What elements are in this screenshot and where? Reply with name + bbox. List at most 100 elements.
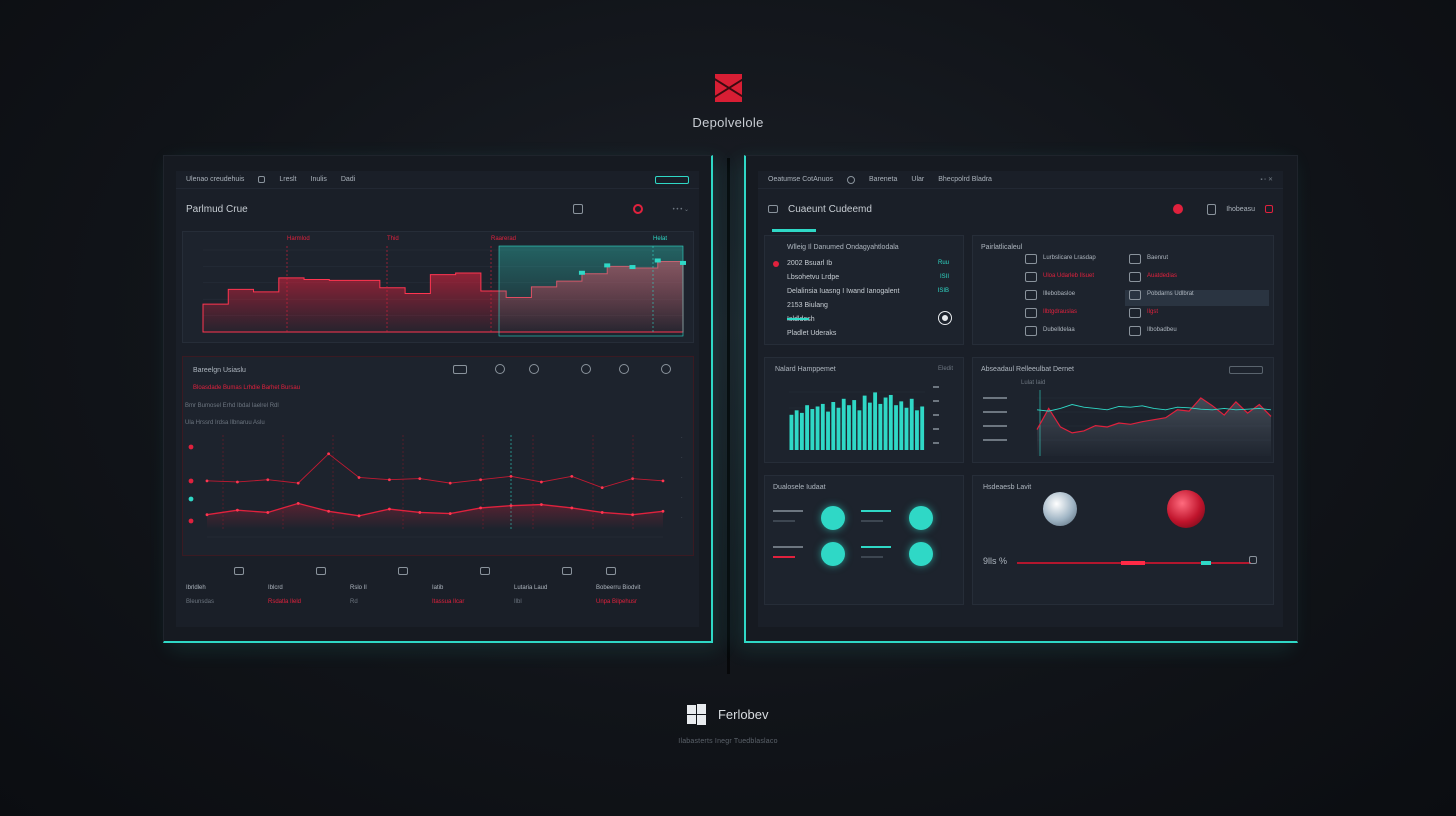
close-icon[interactable]	[1265, 205, 1273, 213]
refresh-icon[interactable]	[619, 364, 629, 374]
metric-circle[interactable]	[909, 542, 933, 566]
timer-icon[interactable]	[581, 364, 591, 374]
activity-icon[interactable]	[1025, 308, 1037, 318]
right-app-title: Oeatumse CotAnuos	[768, 176, 833, 183]
left-page-title: Parlmud Crue	[186, 203, 248, 215]
data-point	[296, 481, 300, 485]
stat-icon[interactable]	[398, 567, 408, 575]
stat-icon[interactable]	[606, 567, 616, 575]
activity-label: Dubelldelaa	[1043, 327, 1075, 333]
activity-icon[interactable]	[1025, 272, 1037, 282]
bar	[894, 405, 898, 450]
left-search-pill[interactable]	[655, 175, 689, 184]
window-controls-icon[interactable]: ▪ ▫ ✕	[1260, 177, 1273, 183]
highlight-region	[498, 245, 684, 337]
legend-tick	[933, 442, 939, 444]
home-icon[interactable]	[846, 175, 855, 184]
legend-tick	[933, 400, 939, 402]
metric-circle[interactable]	[821, 506, 845, 530]
metric-sub	[861, 556, 883, 558]
bar	[805, 405, 810, 450]
metrics-title: Dualosele Iudaat	[773, 484, 826, 491]
activity-icon[interactable]	[1025, 254, 1037, 264]
section2-subtitle: Bloasdade Bumas Lrhdie Barhet Bursau	[193, 385, 301, 391]
filter-icon[interactable]	[661, 364, 671, 374]
data-point	[327, 509, 330, 513]
data-point	[357, 514, 361, 518]
stat-item: Lutaria Laud Ilbl	[514, 563, 594, 623]
right-nav-item-2[interactable]: Ular	[911, 176, 925, 183]
activity-meta: Ilgst	[1147, 309, 1159, 315]
data-point	[327, 452, 330, 456]
bar	[915, 410, 919, 450]
activity-icon[interactable]	[1129, 254, 1141, 264]
record-icon[interactable]	[632, 204, 643, 214]
activity-icon[interactable]	[1025, 326, 1037, 336]
expand-icon[interactable]	[1249, 556, 1257, 564]
activity-meta: Pobdarns Udlbrat	[1147, 291, 1194, 297]
left-screen: Ulenao creudehuis Lreslt Inulis Dadi Par…	[176, 171, 699, 627]
toggle-icon[interactable]	[939, 312, 951, 324]
data-point	[418, 477, 422, 480]
clock-icon[interactable]	[495, 364, 505, 374]
bar	[867, 402, 872, 450]
bar	[841, 398, 846, 450]
right-screen: Oeatumse CotAnuos Bareneta Ular Bhecpolr…	[758, 171, 1283, 627]
left-nav-item-3[interactable]: Dadi	[340, 176, 356, 183]
bar	[909, 398, 914, 450]
left-area-chart-panel: Harmlod Thid Raarerad Helat	[182, 231, 694, 343]
stat-item: Iblcrd Rsdatla Ileld	[268, 563, 348, 623]
tick-label: ·	[681, 475, 683, 481]
right-topbar: Oeatumse CotAnuos Bareneta Ular Bhecpolr…	[758, 171, 1283, 189]
activity-icon[interactable]	[1129, 290, 1141, 300]
stat-icon[interactable]	[480, 567, 490, 575]
bar	[873, 392, 878, 450]
tick-label: ·	[681, 455, 683, 461]
left-nav-item-1[interactable]: Lreslt	[279, 176, 297, 183]
activity-icon[interactable]	[1129, 326, 1141, 336]
series-line-2	[1036, 404, 1272, 412]
activity-highlight	[1125, 290, 1269, 306]
activity-icon[interactable]	[1129, 272, 1141, 282]
left-app-title: Ulenao creudehuis	[186, 176, 245, 183]
grid-icon[interactable]	[258, 176, 266, 183]
metric-circle[interactable]	[909, 506, 933, 530]
list-icon[interactable]	[768, 205, 778, 213]
toggle-icon[interactable]	[453, 365, 467, 374]
legend-tick	[933, 386, 939, 388]
activity-icon[interactable]	[1129, 308, 1141, 318]
data-point	[266, 511, 270, 514]
y-tick	[983, 397, 1007, 399]
image-icon[interactable]	[572, 204, 583, 214]
list-item-label: Lbsohetvu Lrdpe	[787, 274, 840, 281]
stat-icon[interactable]	[316, 567, 326, 575]
stat-icon[interactable]	[234, 567, 244, 575]
list-item-label: Delalinsia Iuasng I Iwand Ianogalent	[787, 288, 900, 295]
left-area-chart	[202, 245, 686, 337]
right-line-chart-panel: Abseadaul Relleeulbat Dernet Lulat Iaid	[972, 357, 1274, 463]
data-point	[578, 270, 585, 275]
right-nav-item-1[interactable]: Bareneta	[868, 176, 898, 183]
list-item-label: Pladlet Uderaks	[787, 330, 837, 337]
left-line-chart: · · · · ·	[188, 435, 683, 538]
stat-icon[interactable]	[562, 567, 572, 575]
activity-icon[interactable]	[1025, 290, 1037, 300]
metric-circle[interactable]	[821, 542, 845, 566]
more-label[interactable]: • • • ⌄	[672, 206, 689, 213]
stat-value: Rslo Il	[350, 585, 367, 591]
stat-label: Ilbl	[514, 599, 522, 605]
right-nav-item-3[interactable]: Bhecpolrd Bladra	[938, 176, 992, 183]
line-filter-pill[interactable]	[1229, 366, 1263, 374]
bars-badge: Eledit	[937, 366, 953, 372]
row-dot	[188, 444, 194, 450]
bar	[820, 403, 825, 450]
legend-tick	[933, 428, 939, 430]
left-nav-item-2[interactable]: Inulis	[310, 176, 327, 183]
document-icon[interactable]	[1207, 203, 1217, 215]
alert-icon[interactable]	[1173, 204, 1184, 214]
list-item-value: ISII	[939, 274, 949, 280]
settings-icon[interactable]	[529, 364, 539, 374]
right-activity-panel: Pairlatlicaleul Lurbslicare Lrasdap Baenr…	[972, 235, 1274, 345]
marker-3: Raarerad	[491, 236, 517, 242]
stat-value: Bobeerru Biodvit	[596, 585, 641, 591]
